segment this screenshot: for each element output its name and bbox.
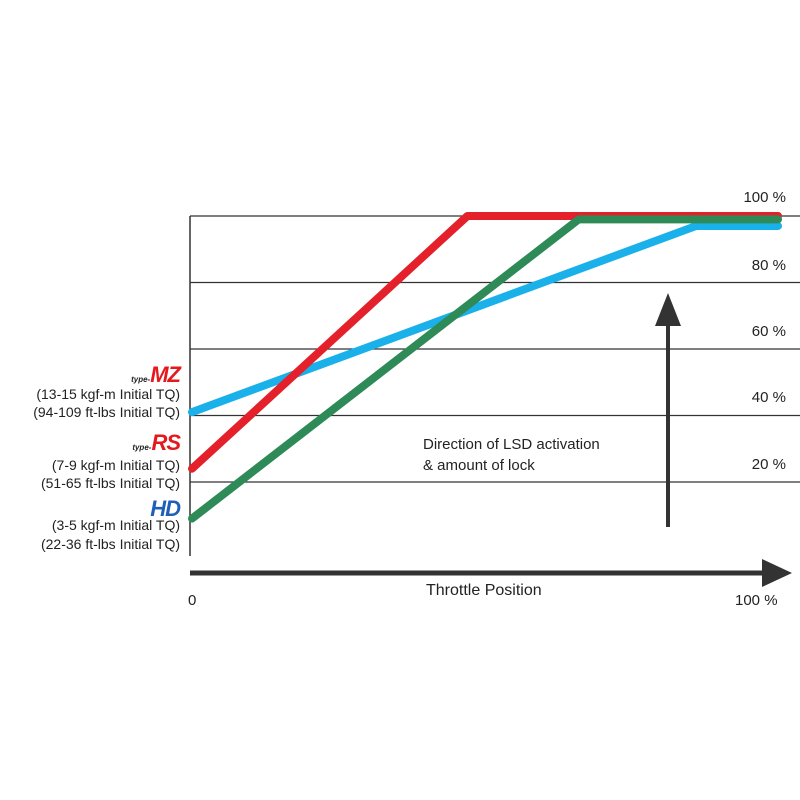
- legend-hd-ftlbs: (22-36 ft-lbs Initial TQ): [40, 536, 180, 552]
- y-tick-label: 80 %: [751, 257, 786, 274]
- type-mz-logo: type-MZ: [131, 362, 181, 387]
- legend-hd-kgf: (3-5 kgf-m Initial TQ): [51, 517, 180, 533]
- y-tick-label: 20 %: [751, 456, 786, 473]
- x-tick-label: 0: [188, 592, 197, 609]
- x-axis-label: Throttle Position: [426, 582, 542, 599]
- y-tick-label: 60 %: [751, 323, 786, 340]
- legend-rs-ftlbs: (51-65 ft-lbs Initial TQ): [40, 475, 180, 491]
- type-rs-logo: type-RS: [132, 430, 181, 455]
- legend-mz-ftlbs: (94-109 ft-lbs Initial TQ): [33, 404, 180, 420]
- legend-mz-kgf: (13-15 kgf-m Initial TQ): [36, 386, 180, 402]
- series-line-type-rs: [188, 212, 782, 473]
- legend-rs-kgf: (7-9 kgf-m Initial TQ): [51, 457, 180, 473]
- annotation-line-1: Direction of LSD activation: [423, 436, 600, 453]
- annotation-line-2: & amount of lock: [423, 457, 535, 474]
- x-tick-label: 100 %: [735, 592, 778, 609]
- series-line-hd: [188, 215, 782, 523]
- hd-vario-diff-logo: HD: [150, 496, 181, 521]
- x-axis-arrow-head: [762, 559, 792, 587]
- series-line-type-mz: [188, 221, 782, 417]
- y-tick-label: 100 %: [743, 189, 786, 206]
- lsd-arrow-head: [655, 293, 681, 326]
- y-tick-label: 40 %: [751, 389, 786, 406]
